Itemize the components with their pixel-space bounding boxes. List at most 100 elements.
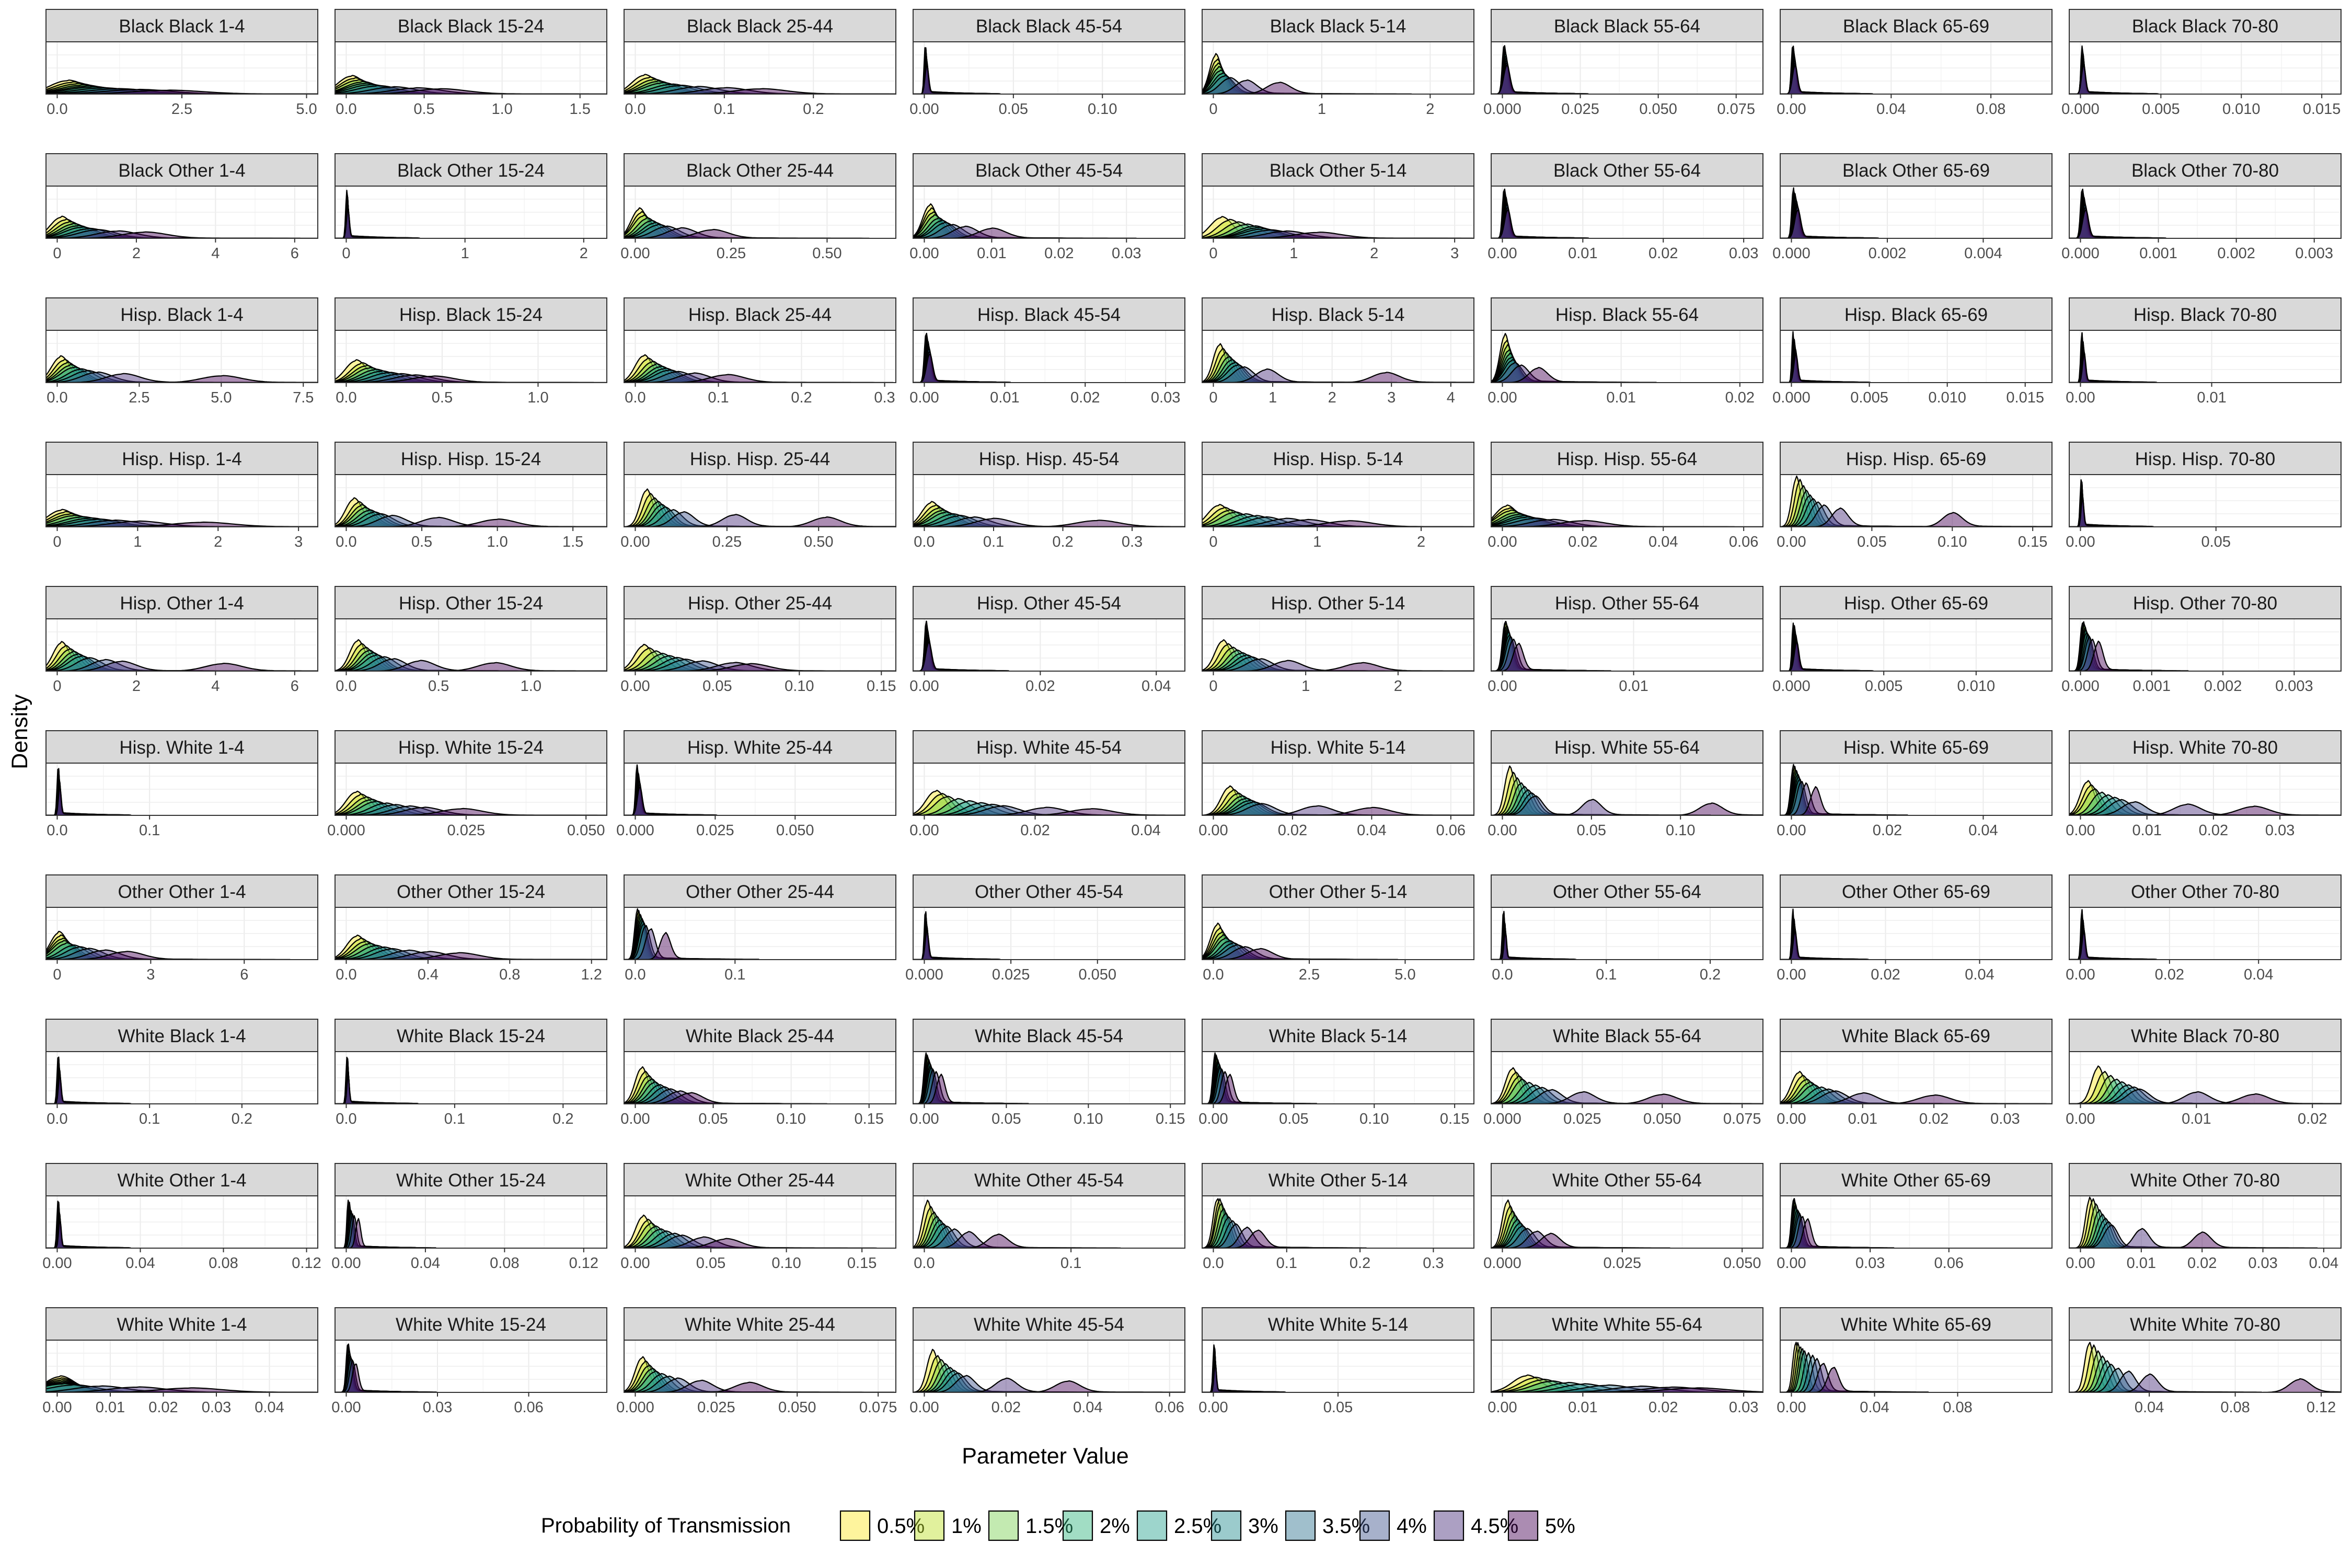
facet-panel-border [913,474,1185,527]
x-tick-label: 0.12 [569,1255,598,1272]
gridlines [1202,763,1474,815]
facet-panel-border [1780,1051,2053,1104]
x-tick-label: 5.0 [1394,966,1415,983]
facet-panel-border [335,186,607,239]
facet-strip-label: White White 25-44 [685,1315,835,1335]
x-tick-label: 0.01 [977,245,1006,262]
facet-panel-border [2069,330,2342,383]
facet-panel: Hisp. Other 55-64 0.00 0.01 [1488,586,1763,695]
x-tick-label: 0.05 [999,101,1028,118]
facet-strip [913,1163,1185,1196]
gridlines [2069,1052,2341,1104]
x-tick-label: 0.06 [514,1399,543,1416]
facet-panel-border [2069,618,2342,672]
facet-panel: Hisp. Hisp. 45-54 0.0 0.1 0.2 0.3 [913,442,1185,550]
gridlines [46,475,318,527]
x-tick-label: 0.08 [490,1255,519,1272]
x-tick-label: 3 [146,966,155,983]
facet-strip [1202,9,1474,42]
x-tick-label: 0.00 [1198,822,1228,839]
x-tick-label: 0.04 [1357,822,1386,839]
facet-panel-border [624,1195,896,1249]
gridlines [46,42,318,94]
gridlines [913,42,1185,94]
x-tick-label: 0.02 [2298,1111,2327,1127]
x-tick-label: 0.00 [909,245,939,262]
x-tick-label: 0.10 [785,678,814,695]
facet-panel-border [335,1195,607,1249]
facet-strip-label: Hisp. White 55-64 [1554,737,1700,758]
facet-panel: Hisp. Black 25-44 0.0 0.1 0.2 0.3 [624,297,896,406]
facet-panel: Hisp. Other 15-24 0.0 0.5 1.0 [335,586,607,695]
facet-panel-border [1780,618,2053,672]
facet-strip [1780,442,2053,475]
x-tick-label: 0.010 [1957,678,1996,695]
density-curves [913,501,1185,527]
x-tick-label: 0.03 [1112,245,1141,262]
facet-strip-label: White White 45-54 [974,1315,1124,1335]
x-tick-label: 0.2 [1700,966,1721,983]
x-tick-label: 0.06 [1934,1255,1964,1272]
x-tick-label: 0.1 [1060,1255,1081,1272]
facet-panel: Black Other 25-44 0.00 0.25 0.50 [620,153,896,262]
facet-panel-border [1491,907,1763,960]
gridlines [1202,330,1474,383]
x-tick-label: 0.004 [1964,245,2002,262]
legend-swatch [914,1510,945,1541]
density-curves [1780,1342,1929,1392]
facet-panel: Hisp. Other 1-4 0 2 4 6 [45,586,318,695]
density-curves [46,79,318,94]
facet-panel: Black Other 45-54 0.00 0.01 0.02 0.03 [909,153,1185,262]
x-tick-label: 0.02 [1648,1399,1678,1416]
legend-items: 0.5% 1% 1.5% 2% 2.5% 3% 3.5% 4% 4.5% 5% [839,1510,1575,1541]
gridlines [624,763,896,815]
x-tick-label: 0.01 [1619,678,1648,695]
facet-strip [1491,1163,1763,1196]
facet-strip [45,730,318,764]
gridlines [913,1052,1185,1104]
facet-strip-label: Black Other 55-64 [1553,160,1701,181]
x-tick-label: 0.00 [1488,534,1517,550]
facet-panel: Black Black 55-64 0.000 0.025 0.050 0.075 [1483,9,1763,118]
x-tick-label: 0.04 [411,1255,440,1272]
facet-panel: Black Black 5-14 0 1 2 [1202,9,1474,118]
x-tick-label: 0.010 [2222,101,2261,118]
facet-strip [335,1307,607,1341]
x-tick-label: 2.5 [171,101,192,118]
facet-strip-label: Hisp. White 45-54 [976,737,1122,758]
facet-panel-border [45,907,318,960]
x-tick-label: 0.02 [991,1399,1021,1416]
x-tick-label: 0.003 [2275,678,2313,695]
facet-strip [913,442,1185,475]
x-tick-label: 0.12 [2307,1399,2336,1416]
facet-strip [45,153,318,187]
x-tick-label: 0.01 [2127,1255,2156,1272]
facet-panel: Black Other 15-24 0 1 2 [335,153,607,262]
facet-panel-border [1491,763,1763,816]
gridlines [1780,763,2052,815]
facet-strip-label: Black Black 70-80 [2132,16,2278,37]
density-curves [2069,621,2189,671]
gridlines [1491,475,1763,527]
x-tick-label: 0.00 [909,1399,939,1416]
x-tick-label: 0.0 [336,534,356,550]
facet-panel-border [913,1195,1185,1249]
facet-strip-label: Hisp. Hisp. 55-64 [1557,449,1697,469]
x-tick-label: 0.05 [698,1111,728,1127]
facet-panel: White Other 5-14 0.0 0.1 0.2 0.3 [1202,1163,1474,1272]
x-tick-label: 0.0 [625,966,645,983]
x-tick-label: 0.025 [697,1399,735,1416]
x-tick-label: 0.1 [444,1111,465,1127]
facet-strip [624,9,896,42]
facet-panel-border [45,618,318,672]
facet-strip [624,586,896,619]
x-tick-label: 0.002 [1869,245,1907,262]
facet-strip [1780,730,2053,764]
facet-panel: Hisp. White 45-54 0.00 0.02 0.04 [909,730,1185,839]
facet-strip [1491,297,1763,331]
facet-strip [45,1019,318,1052]
facet-panel: Black Other 65-69 0.000 0.002 0.004 [1772,153,2053,262]
x-tick-label: 0.04 [1648,534,1678,550]
facet-strip-label: White Other 70-80 [2130,1170,2280,1191]
facet-panel: White Other 55-64 0.000 0.025 0.050 [1483,1163,1763,1272]
